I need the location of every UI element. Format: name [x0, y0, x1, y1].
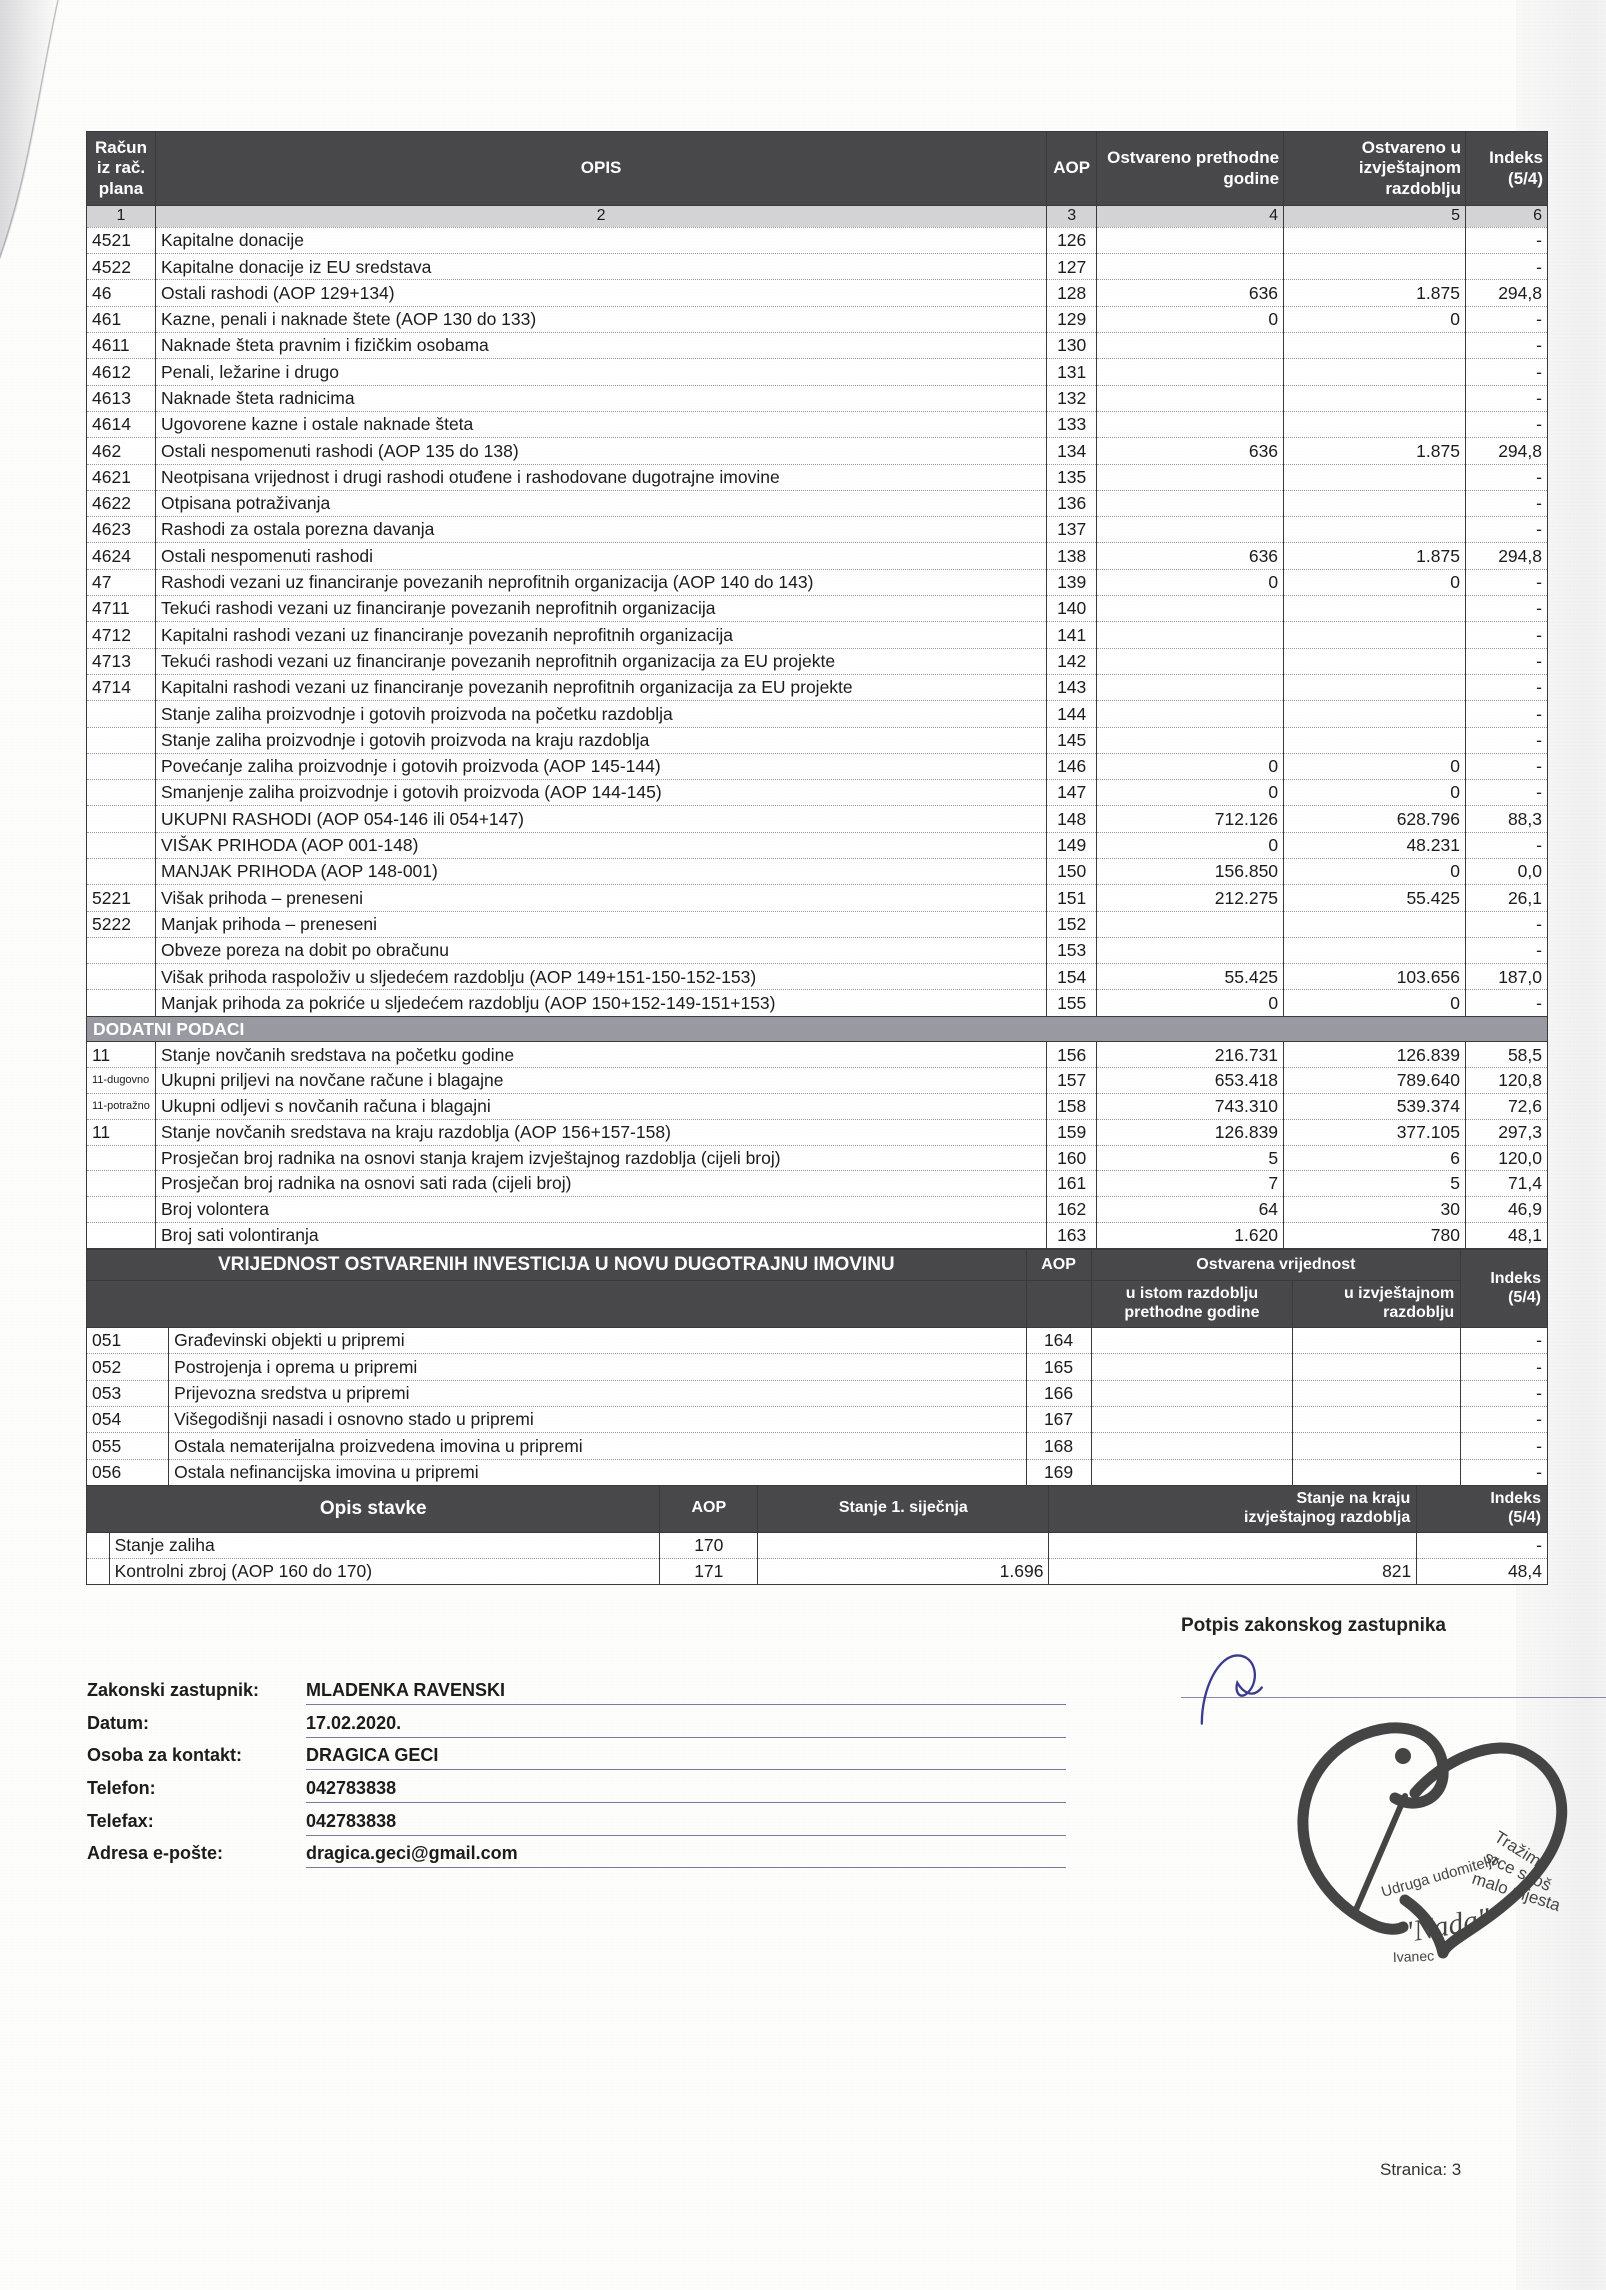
svg-text:Ivanec: Ivanec — [1393, 1948, 1435, 1965]
